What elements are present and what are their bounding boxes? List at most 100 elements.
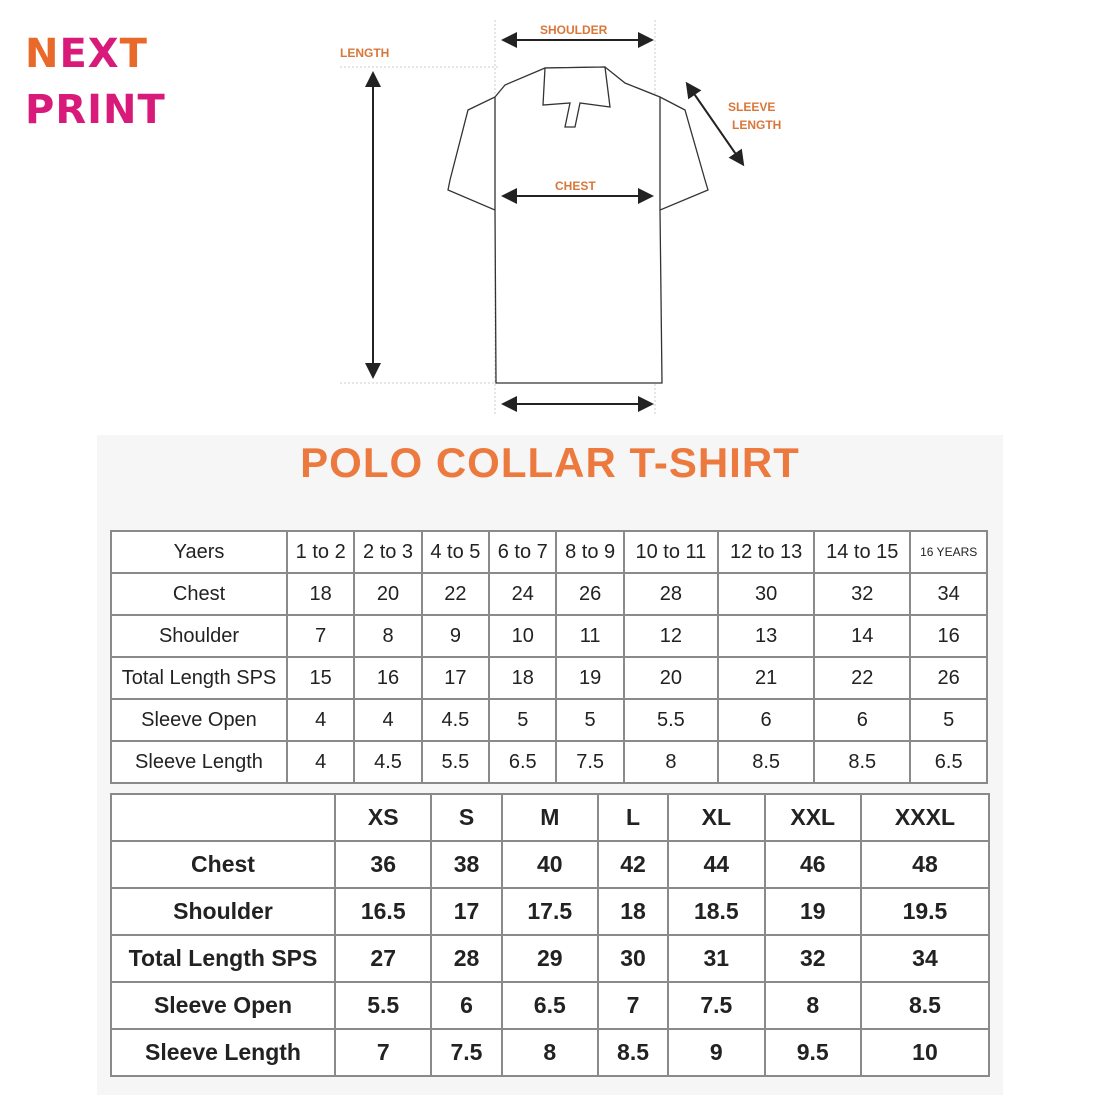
table-cell: 6 [430,981,503,1030]
table-cell: Total Length SPS [110,656,288,700]
table-cell: 8 to 9 [555,530,625,574]
sleeve-label: LENGTH [732,118,781,132]
table-row: Chest 18 20 22 24 26 28 30 32 34 [110,572,988,616]
table-cell: 5.5 [622,698,720,742]
table-cell: 21 [717,656,816,700]
table-cell: 4.5 [420,698,491,742]
table-cell: 19 [763,887,862,936]
table-cell: 1 to 2 [285,530,356,574]
table-cell: 17.5 [500,887,600,936]
table-cell: 31 [667,934,766,983]
table-cell: 22 [420,572,491,616]
table-row: Sleeve Length 7 7.5 8 8.5 9 9.5 10 [110,1028,991,1077]
table-cell: XL [667,793,766,842]
table-cell: 19.5 [859,887,991,936]
table-cell: 38 [430,840,503,889]
table-cell: 48 [859,840,991,889]
table-cell: 7 [333,1028,433,1077]
table-cell: 20 [353,572,423,616]
table-cell: Sleeve Length [110,740,288,784]
table-cell: 4 [285,698,356,742]
table-cell: 10 [859,1028,991,1077]
table-cell: 14 to 15 [813,530,912,574]
table-cell: 4 to 5 [420,530,491,574]
table-cell: 6.5 [488,740,558,784]
table-cell: XS [333,793,433,842]
sleeve-label: SLEEVE [728,100,775,114]
table-cell: 2 to 3 [353,530,423,574]
table-cell: 6 [717,698,816,742]
table-cell: 7 [596,981,670,1030]
table-cell: 5 [488,698,558,742]
table-cell: 7.5 [555,740,625,784]
table-cell: 36 [333,840,433,889]
table-cell: 16 YEARS [909,530,988,574]
table-cell: 29 [500,934,600,983]
table-cell: XXXL [859,793,991,842]
table-cell: 8 [353,614,423,658]
table-row: Total Length SPS 27 28 29 30 31 32 34 [110,934,991,983]
table-cell [110,793,336,842]
table-cell: Chest [110,572,288,616]
table-cell: 20 [622,656,720,700]
table-cell: 8 [500,1028,600,1077]
table-cell: 6.5 [909,740,988,784]
table-cell: 8.5 [717,740,816,784]
table-cell: 8 [763,981,862,1030]
table-cell: 8 [622,740,720,784]
table-cell: Sleeve Open [110,981,336,1030]
table-row: Shoulder 7 8 9 10 11 12 13 14 16 [110,614,988,658]
chart-title: POLO COLLAR T-SHIRT [300,439,800,486]
logo-letter: EX [59,31,120,77]
table-cell: 8.5 [859,981,991,1030]
table-cell: Yaers [110,530,288,574]
table-cell: 16 [353,656,423,700]
table-cell: 9.5 [763,1028,862,1077]
chest-label: CHEST [555,179,596,193]
logo-letter: N [25,31,60,77]
table-cell: 7 [285,614,356,658]
shoulder-label: SHOULDER [540,23,608,37]
table-cell: 26 [909,656,988,700]
table-header-row: XS S M L XL XXL XXXL [110,793,991,842]
table-cell: 18 [488,656,558,700]
logo-letter: T [119,31,148,77]
table-cell: 5 [555,698,625,742]
table-cell: 7.5 [430,1028,503,1077]
table-cell: 16.5 [333,887,433,936]
table-cell: 19 [555,656,625,700]
table-row: Chest 36 38 40 42 44 46 48 [110,840,991,889]
table-cell: 27 [333,934,433,983]
table-cell: 7.5 [667,981,766,1030]
table-row: Total Length SPS 15 16 17 18 19 20 21 22 26 [110,656,988,700]
table-cell: 13 [717,614,816,658]
table-cell: 17 [420,656,491,700]
table-row: Sleeve Open 4 4 4.5 5 5 5.5 6 6 5 [110,698,988,742]
table-row: Sleeve Open 5.5 6 6.5 7 7.5 8 8.5 [110,981,991,1030]
table-row: Sleeve Length 4 4.5 5.5 6.5 7.5 8 8.5 8.5 6.5 [110,740,988,784]
table-cell: 28 [622,572,720,616]
length-label: LENGTH [340,46,389,60]
table-cell: 5.5 [420,740,491,784]
table-cell: 32 [763,934,862,983]
table-cell: Shoulder [110,887,336,936]
table-cell: Shoulder [110,614,288,658]
table-cell: 28 [430,934,503,983]
adult-size-table: XS S M L XL XXL XXXL Chest 36 38 40 42 44 46 48 Shoulde… [110,793,991,1077]
table-cell: 30 [717,572,816,616]
logo-line2: PRINT [25,87,166,133]
table-cell: Sleeve Length [110,1028,336,1077]
table-cell: 6.5 [500,981,600,1030]
table-cell: 4.5 [353,740,423,784]
table-cell: 10 to 11 [622,530,720,574]
table-cell: 9 [420,614,491,658]
table-cell: 18 [285,572,356,616]
table-cell: 12 to 13 [717,530,816,574]
table-cell: 22 [813,656,912,700]
table-cell: 11 [555,614,625,658]
shirt-outline [447,66,709,384]
table-cell: 34 [859,934,991,983]
table-cell: 6 to 7 [488,530,558,574]
table-cell: Sleeve Open [110,698,288,742]
table-cell: 8.5 [813,740,912,784]
